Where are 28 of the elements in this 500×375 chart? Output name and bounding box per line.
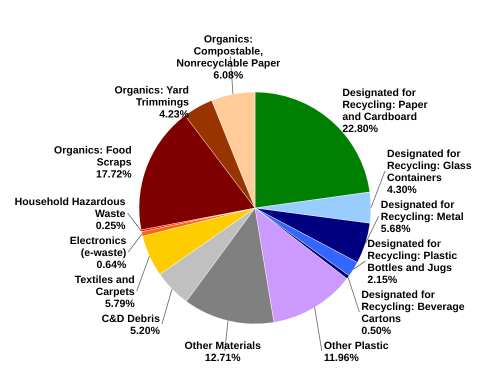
slice-label: Designated for Recycling: Metal: [380, 199, 464, 223]
data-label: 11.96%: [324, 352, 360, 364]
slice-label: Designated for Recycling: Paper and Cardboard: [342, 86, 428, 123]
slice-label: C&D Debris: [102, 313, 160, 325]
slice-label: Organics: Yard Trimmings: [114, 84, 190, 108]
data-label: 4.30%: [387, 184, 418, 196]
data-label: 0.50%: [361, 325, 392, 337]
slice-label: Other Materials: [184, 340, 262, 352]
data-label: 6.08%: [213, 69, 244, 82]
data-label: 0.64%: [96, 259, 127, 271]
slice-label: Designated for Recycling: Beverage Cartons: [361, 289, 465, 325]
data-label: 0.25%: [96, 220, 126, 232]
data-label: 5.79%: [104, 298, 136, 310]
data-label: 5.20%: [130, 325, 161, 337]
data-label: 2.15%: [367, 274, 398, 286]
slice-label: Designated for Recycling: Plastic Bottles and Jugs: [367, 238, 458, 274]
data-label: 22.80%: [342, 122, 379, 135]
data-label: 4.23%: [159, 108, 190, 120]
slice-label: Designated for Recycling: Glass Containers: [387, 148, 472, 184]
data-label: 12.71%: [204, 352, 242, 364]
slice-label: Organics: Food Scraps: [54, 144, 132, 168]
slice-label: Organics: Compostable, Nonrecyclable Paper: [176, 33, 280, 70]
data-label: 17.72%: [96, 168, 132, 180]
slice-label: Electronics (e-waste): [70, 235, 126, 259]
slice-label: Textiles and Carpets: [74, 274, 135, 298]
slice-label: Household Hazardous Waste: [14, 196, 126, 220]
slice-label: Other Plastic: [324, 340, 389, 352]
data-label: 5.68%: [380, 223, 412, 235]
